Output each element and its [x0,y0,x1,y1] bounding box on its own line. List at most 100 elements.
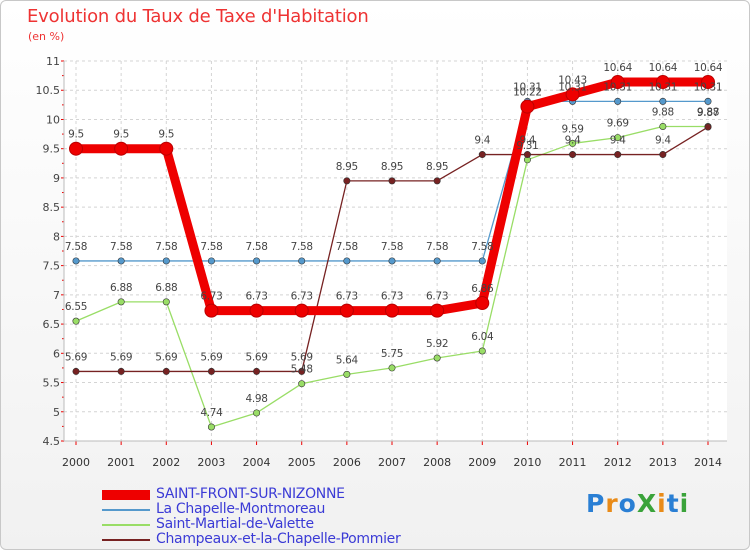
legend-label: Champeaux-et-la-Chapelle-Pommier [156,531,401,547]
proxiti-logo: ProXiti [586,489,689,518]
data-label: 6.88 [155,282,177,294]
logo-letter: t [666,489,680,518]
data-label: 10.31 [603,81,632,93]
chart-subtitle: (en %) [28,30,65,43]
plot-area [64,61,727,441]
series-point-3 [433,177,441,185]
series-point-3 [72,367,80,375]
y-tick-label: 8.5 [43,201,61,214]
legend-label: La Chapelle-Montmoreau [156,501,326,517]
series-point-1 [207,257,215,265]
logo-letter: i [679,489,690,518]
y-tick-label: 6.5 [43,318,61,331]
series-point-3 [478,151,486,159]
series-point-1 [162,257,170,265]
series-point-2 [569,139,577,147]
data-label: 9.69 [607,118,629,130]
series-point-1 [253,257,261,265]
series-point-0 [69,141,83,156]
logo-letter: i [657,489,667,518]
legend-swatch [102,524,150,526]
data-label: 6.55 [65,301,87,313]
y-tick-label: 5 [53,406,60,419]
x-tick-label: 2007 [378,456,406,469]
data-label: 5.69 [65,351,87,363]
data-label: 7.58 [381,241,403,253]
data-label: 4.74 [200,407,223,419]
data-label: 9.4 [474,135,490,147]
data-label: 5.75 [381,348,403,360]
data-label: 9.4 [610,135,626,147]
series-point-3 [704,123,712,131]
series-point-2 [162,298,170,306]
series-point-2 [117,298,125,306]
x-tick-label: 2002 [152,456,180,469]
data-label: 7.58 [245,241,267,253]
x-tick-label: 2011 [559,456,587,469]
data-label: 7.58 [426,241,448,253]
series-point-2 [659,122,667,130]
data-label: 10.64 [649,62,678,74]
data-label: 9.4 [565,135,581,147]
data-label: 6.86 [471,283,494,295]
data-label: 7.58 [471,241,493,253]
data-label: 10.31 [558,81,587,93]
data-label: 7.58 [65,241,87,253]
data-label: 9.5 [113,129,129,141]
chart-title: Evolution du Taux de Taxe d'Habitation [27,6,369,27]
data-label: 5.69 [291,351,313,363]
data-label: 5.69 [110,351,132,363]
series-point-3 [207,367,215,375]
logo-letter: P [586,489,606,518]
series-point-2 [72,317,80,325]
series-point-2 [388,364,396,372]
data-label: 10.22 [513,87,542,99]
data-label: 10.31 [513,81,542,93]
series-point-0 [294,303,309,318]
series-point-3 [388,177,396,185]
y-tick-label: 9.5 [43,143,61,156]
x-tick-label: 2008 [423,456,451,469]
data-label: 5.69 [245,351,267,363]
data-label: 5.69 [200,351,222,363]
y-tick-label: 6 [53,347,60,360]
series-point-1 [117,257,125,265]
legend-label: SAINT-FRONT-SUR-NIZONNE [156,486,345,502]
data-label: 7.58 [155,241,177,253]
data-label: 6.73 [291,291,313,303]
series-point-1 [433,257,441,265]
series-point-0 [610,75,625,90]
series-point-0 [520,99,535,114]
series-point-0 [249,303,264,318]
series-point-0 [159,141,174,156]
data-label: 9.31 [516,140,538,152]
x-tick-label: 2003 [197,456,225,469]
y-tick-label: 8 [53,230,60,243]
legend-swatch [102,539,150,541]
series-point-0 [114,141,129,156]
data-label: 9.5 [158,129,174,141]
data-label: 4.98 [245,393,267,405]
data-label: 6.73 [200,291,222,303]
y-tick-label: 10 [46,113,60,126]
series-point-0 [430,303,445,318]
data-label: 9.88 [652,106,674,118]
data-label: 10.64 [694,62,723,74]
data-label: 6.73 [245,291,267,303]
legend-swatch [102,509,150,511]
series-point-1 [298,257,306,265]
y-tick-label: 4.5 [43,435,61,448]
series-point-3 [614,151,622,159]
data-label: 9.87 [697,107,719,119]
data-label: 5.48 [291,364,313,376]
series-point-2 [433,354,441,362]
y-tick-label: 10.5 [36,84,61,97]
series-point-2 [614,134,622,142]
series-point-0 [385,303,399,318]
data-label: 7.58 [110,241,132,253]
data-label: 9.88 [697,106,719,118]
data-label: 9.4 [520,135,536,147]
data-label: 7.58 [336,241,358,253]
